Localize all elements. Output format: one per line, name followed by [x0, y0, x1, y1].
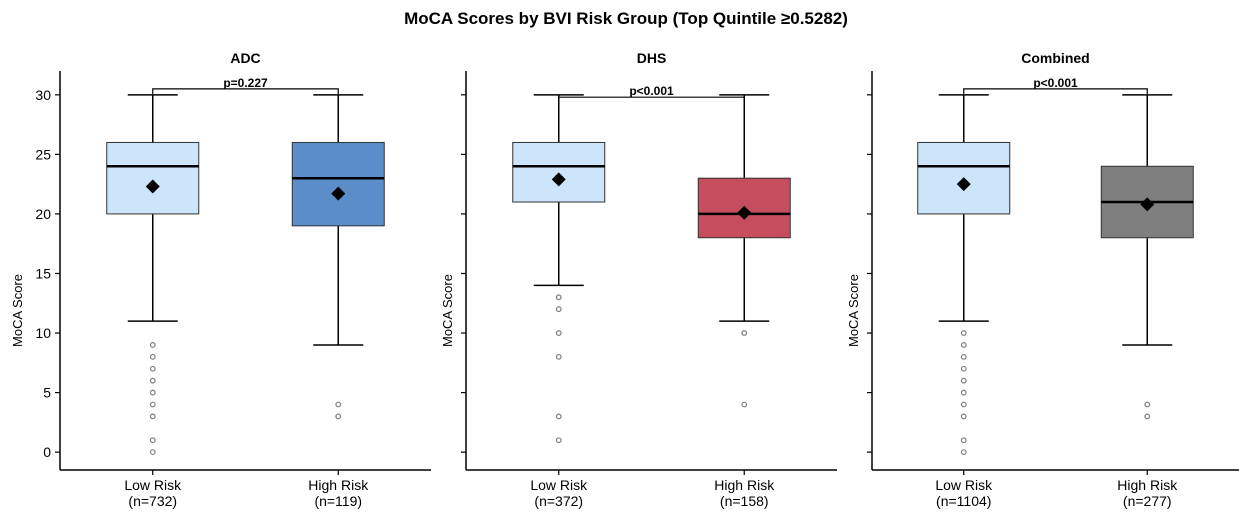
x-tick-label-line: High Risk: [714, 477, 775, 493]
x-tick-label-line: (n=119): [314, 493, 362, 509]
y-axis-label: MoCA Score: [10, 274, 25, 347]
y-axis-label: MoCA Score: [440, 274, 455, 347]
x-tick-label: Low Risk (n=732): [124, 477, 182, 509]
outlier-point: [741, 330, 748, 336]
significance-bracket: [558, 96, 745, 103]
p-value-label: p=0.227: [223, 76, 268, 90]
outlier-point: [149, 449, 156, 456]
panel-title: Combined: [1021, 50, 1089, 66]
outlier-point: [960, 413, 967, 420]
box-iqr: [291, 141, 385, 227]
outlier-point: [960, 449, 967, 456]
x-tick-label-line: (n=158): [720, 493, 769, 509]
outlier-point: [149, 413, 156, 420]
box-low-risk: [512, 94, 606, 444]
x-tick-label: High Risk (n=119): [308, 477, 369, 509]
y-tick-label: 25: [35, 146, 51, 162]
outlier-point: [149, 401, 156, 408]
outlier-point: [960, 365, 967, 372]
outlier-point: [149, 342, 156, 348]
outlier-point: [555, 306, 562, 313]
outlier-point: [149, 353, 156, 360]
outlier-point: [555, 437, 562, 444]
mean-marker: [145, 179, 160, 194]
outlier-point: [555, 294, 562, 301]
panel-dhs: DHS MoCA Score p<0.001 Low Risk (n=372) High …: [440, 50, 837, 509]
y-tick-label: 20: [35, 206, 51, 222]
panel-title: ADC: [230, 50, 260, 66]
outlier-point: [960, 330, 967, 336]
outlier-point: [555, 353, 562, 360]
outlier-point: [1144, 413, 1151, 420]
x-tick-label: Low Risk (n=1104): [935, 477, 993, 509]
outlier-point: [1144, 401, 1151, 408]
outlier-point: [335, 401, 342, 408]
y-tick-label: 5: [43, 385, 51, 401]
x-tick-label: High Risk (n=158): [714, 477, 775, 509]
outlier-point: [741, 401, 748, 408]
x-tick-label-line: (n=732): [128, 493, 177, 509]
x-tick-label-line: (n=372): [534, 493, 583, 509]
y-tick-label: 30: [35, 87, 51, 103]
significance-bracket: [152, 88, 339, 94]
mean-marker: [551, 172, 566, 187]
x-tick-label-line: Low Risk: [935, 477, 993, 493]
outlier-point: [960, 437, 967, 444]
significance-bracket: [963, 88, 1148, 94]
outlier-point: [960, 353, 967, 360]
outlier-point: [555, 330, 562, 336]
box-high-risk: [1100, 94, 1194, 420]
box-low-risk: [106, 94, 200, 456]
mean-marker: [956, 177, 971, 192]
y-tick-label: 0: [43, 444, 51, 460]
y-tick-label: 10: [35, 325, 51, 341]
panel-adc: ADC 0 5 10 15 20 25 30 MoCA Score p=0.227 Low Risk…: [10, 50, 431, 509]
p-value-label: p<0.001: [629, 84, 674, 98]
x-tick-label-line: Low Risk: [530, 477, 588, 493]
outlier-point: [335, 413, 342, 420]
x-tick-label-line: (n=277): [1123, 493, 1172, 509]
y-axis-label: MoCA Score: [846, 274, 861, 347]
x-tick-label: High Risk (n=277): [1117, 477, 1178, 509]
outlier-point: [960, 377, 967, 384]
box-high-risk: [697, 94, 791, 408]
x-tick-label-line: Low Risk: [124, 477, 182, 493]
x-tick-label: Low Risk (n=372): [530, 477, 588, 509]
mean-marker: [331, 186, 346, 201]
outlier-point: [960, 401, 967, 408]
box-high-risk: [291, 94, 385, 420]
outlier-point: [149, 365, 156, 372]
mean-marker: [1140, 197, 1155, 212]
outlier-point: [149, 437, 156, 444]
outlier-point: [960, 389, 967, 396]
p-value-label: p<0.001: [1033, 76, 1078, 90]
outlier-point: [149, 377, 156, 384]
y-tick-label: 15: [35, 265, 51, 281]
figure-title: MoCA Scores by BVI Risk Group (Top Quint…: [404, 9, 848, 28]
box-low-risk: [917, 94, 1011, 456]
x-tick-label-line: (n=1104): [936, 493, 991, 509]
mean-marker: [737, 205, 752, 220]
outlier-point: [555, 413, 562, 420]
box-iqr: [512, 141, 606, 203]
x-tick-label-line: High Risk: [1117, 477, 1178, 493]
outlier-point: [149, 389, 156, 396]
x-tick-label-line: High Risk: [308, 477, 369, 493]
outlier-point: [960, 342, 967, 348]
panel-combined: Combined MoCA Score p<0.001 Low Risk (n=1104…: [846, 50, 1239, 509]
box-iqr: [106, 141, 200, 215]
panel-title: DHS: [637, 50, 667, 66]
